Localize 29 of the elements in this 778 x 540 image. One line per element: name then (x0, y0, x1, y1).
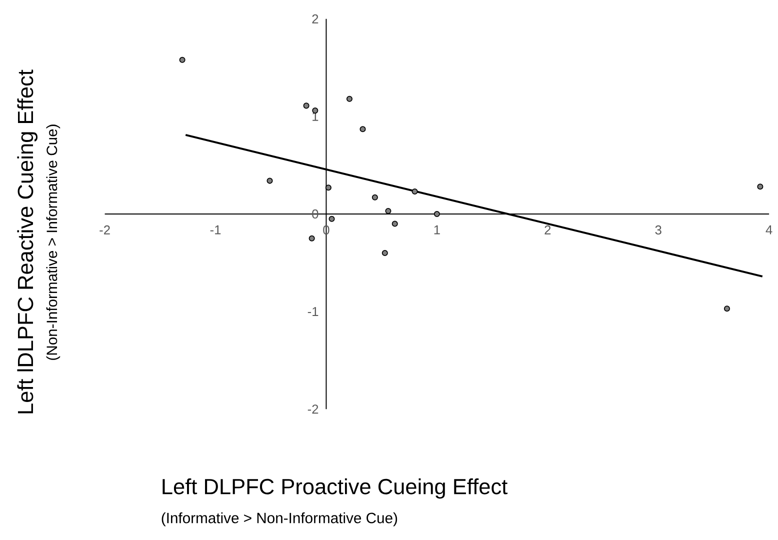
point (372, 194, 378, 200)
point (303, 102, 310, 109)
point (724, 306, 730, 312)
point (382, 250, 388, 256)
point (325, 184, 332, 191)
x-tick-label: -2 (100, 225, 110, 234)
y-axis-title: Left lDLPFC Reactive Cueing Effect (17, 70, 38, 414)
point (360, 126, 366, 132)
point (757, 184, 764, 190)
point (385, 208, 392, 214)
point (412, 188, 418, 194)
text: (Non-Informative > Informative Cue) (46, 124, 60, 360)
x-tick-label: 3 (655, 225, 662, 234)
y-tick-label: -1 (308, 307, 318, 316)
point (346, 96, 352, 102)
x-tick-label: -1 (210, 225, 221, 234)
point (179, 56, 186, 63)
x-tick-label: 1 (434, 225, 440, 234)
point (308, 235, 315, 242)
point (328, 216, 335, 222)
point (266, 178, 273, 184)
y-tick-label: 2 (312, 14, 318, 24)
point (392, 220, 398, 227)
x-tick-label: 4 (766, 225, 772, 234)
y-tick-label: -2 (308, 404, 318, 414)
x-tick-label: 2 (544, 225, 551, 234)
point (434, 210, 440, 217)
text: (Informative > Non-Informative Cue) (162, 512, 398, 526)
x-axis-title: Left DLPFC Proactive Cueing Effect (162, 478, 508, 499)
